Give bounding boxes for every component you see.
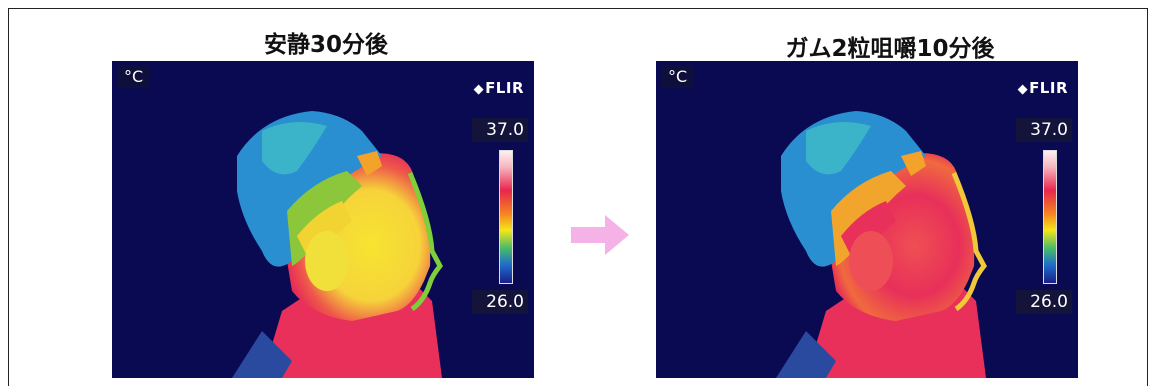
right-panel-title: ガム2粒咀嚼10分後 [785, 36, 995, 62]
thermal-scene-after [776, 111, 987, 378]
flir-diamond-icon: ◆ [1017, 82, 1029, 97]
scale-min-label: 26.0 [472, 290, 528, 314]
flir-logo: ◆FLIR [1017, 79, 1068, 97]
scale-max-label: 37.0 [472, 118, 528, 142]
color-scale-bar [1043, 150, 1057, 284]
flir-diamond-icon: ◆ [473, 82, 485, 97]
scale-min-label: 26.0 [1016, 290, 1072, 314]
thermal-scene-before [232, 111, 443, 378]
color-scale-bar [499, 150, 513, 284]
right-arrow-icon [571, 215, 629, 255]
unit-label: °C [662, 65, 694, 88]
thermal-image-after: °C ◆FLIR 37.0 26.0 [656, 61, 1078, 378]
unit-label: °C [118, 65, 150, 88]
left-panel-title: 安静30分後 [263, 32, 388, 58]
flir-logo: ◆FLIR [473, 79, 524, 97]
scale-max-label: 37.0 [1016, 118, 1072, 142]
thermal-image-before: °C ◆FLIR 37.0 26.0 [112, 61, 534, 378]
figure-frame: 安静30分後 [8, 8, 1148, 386]
